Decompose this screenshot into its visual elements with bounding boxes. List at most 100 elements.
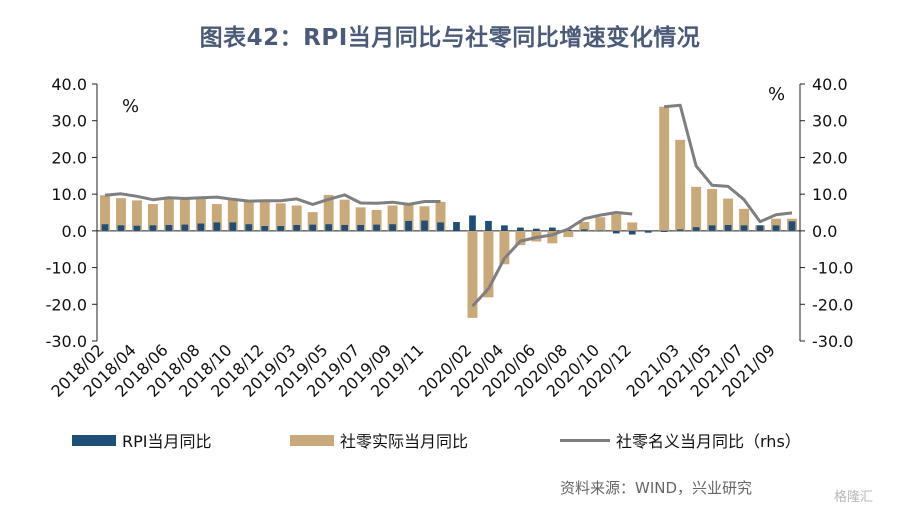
retail-real-bar [627, 222, 638, 231]
rpi-bar [756, 225, 764, 231]
retail-real-bar [227, 200, 238, 231]
right-tick-label: -30.0 [812, 332, 853, 351]
rpi-bar [485, 220, 492, 231]
retail-real-bar [195, 198, 206, 231]
rpi-bar [261, 226, 269, 231]
retail-real-bar [771, 218, 781, 231]
retail-real-bar [595, 217, 606, 231]
retail-nominal-line [104, 103, 793, 308]
retail-real-bar [547, 230, 558, 244]
right-tick-label: 10.0 [812, 185, 848, 204]
rpi-bars [101, 215, 796, 235]
retail-real-bar [116, 198, 126, 231]
retail-real-bar [563, 230, 574, 238]
rpi-bar [580, 229, 588, 231]
rpi-bar [309, 224, 317, 231]
rpi-bar [421, 220, 428, 231]
rpi-bar [676, 229, 684, 231]
retail-real-bar [659, 106, 670, 231]
chart-canvas: 40.0 30.0 20.0 10.0 0.0 -10.0 -20.0 -30.0 40.0 30… [46, 75, 854, 401]
rpi-bar [341, 224, 349, 231]
rpi-bar [101, 224, 109, 231]
legend-item-rpi: RPI当月同比 [72, 428, 212, 452]
rpi-bar [469, 215, 476, 231]
retail-real-bar [179, 198, 190, 231]
rpi-bar [453, 222, 460, 231]
rpi-bar [772, 225, 780, 231]
retail-real-bar [515, 230, 526, 246]
legend-label-retail-nominal: 社零名义当月同比（rhs） [616, 432, 801, 451]
right-unit-label: % [768, 84, 785, 105]
left-tick-label: 40.0 [51, 75, 87, 94]
left-tick-label: -10.0 [46, 259, 87, 278]
rpi-bar [533, 228, 540, 231]
legend-item-retail-real: 社零实际当月同比 [290, 428, 468, 452]
rpi-bar [117, 225, 125, 231]
source-note: 资料来源：WIND，兴业研究 [560, 479, 753, 497]
left-tick-label: 30.0 [51, 112, 87, 131]
retail-real-bar [723, 198, 734, 231]
rpi-bar [788, 221, 796, 231]
right-tick-label: 0.0 [812, 222, 837, 241]
rpi-bar [357, 224, 364, 231]
retail-real-bar [483, 230, 494, 298]
right-tick-label: -10.0 [812, 259, 853, 278]
retail-real-bar [323, 194, 334, 231]
rpi-bar [197, 223, 205, 231]
rpi-bar [405, 220, 412, 231]
retail-real-bar [371, 209, 382, 231]
retail-real-bar [387, 205, 398, 231]
right-tick-label: 40.0 [812, 75, 848, 94]
rpi-bar [325, 224, 333, 231]
rpi-bar [373, 224, 380, 231]
legend-swatch-retail-nominal [560, 438, 610, 442]
retail-real-bar [499, 230, 510, 265]
retail-real-bar [243, 201, 254, 231]
retail-real-bar [307, 212, 318, 231]
legend-swatch-retail-real [290, 434, 334, 446]
retail-real-bar [100, 195, 110, 231]
retail-real-bar [147, 204, 158, 231]
retail-real-bar [275, 203, 286, 231]
chart-title: 图表42：RPI当月同比与社零同比增速变化情况 [199, 25, 701, 51]
right-tick-label: 20.0 [812, 148, 848, 167]
retail-real-bar [467, 230, 478, 318]
rpi-bar [293, 224, 301, 231]
rpi-bar [501, 225, 508, 231]
rpi-bar [708, 225, 716, 231]
left-tick-label: 10.0 [51, 185, 87, 204]
retail-real-bar [739, 208, 750, 231]
retail-real-bar [579, 222, 590, 231]
left-tick-label: 0.0 [62, 222, 87, 241]
retail-real-bar [419, 206, 430, 231]
rpi-bar [389, 224, 396, 231]
retail-real-bar [211, 204, 222, 231]
rpi-bar [229, 222, 237, 231]
retail-real-bar [339, 199, 350, 231]
retail-real-bar [707, 189, 718, 231]
rpi-bar [660, 230, 668, 232]
rpi-bar [612, 230, 620, 234]
retail-real-bar [403, 204, 414, 231]
rpi-bar [740, 225, 748, 231]
rpi-bar [628, 230, 636, 235]
legend-item-retail-nominal: 社零名义当月同比（rhs） [560, 428, 801, 452]
rpi-bar [277, 226, 285, 231]
retail-real-bar [259, 201, 270, 231]
rpi-bar [165, 224, 173, 231]
retail-nominal-path [104, 103, 793, 308]
rpi-bar [213, 222, 221, 231]
rpi-bar [548, 227, 556, 231]
legend-swatch-rpi [72, 434, 116, 446]
legend-label-retail-real: 社零实际当月同比 [340, 432, 469, 451]
right-tick-label: -20.0 [812, 295, 853, 314]
retail-real-bar [131, 200, 142, 231]
rpi-bar [437, 222, 444, 231]
rpi-bar [644, 230, 652, 233]
rpi-bar [724, 224, 732, 231]
left-unit-label: % [122, 96, 139, 117]
retail-real-bar [691, 186, 702, 231]
legend-label-rpi: RPI当月同比 [122, 432, 212, 451]
retail-real-bar [163, 198, 174, 231]
rpi-bar [181, 224, 189, 231]
